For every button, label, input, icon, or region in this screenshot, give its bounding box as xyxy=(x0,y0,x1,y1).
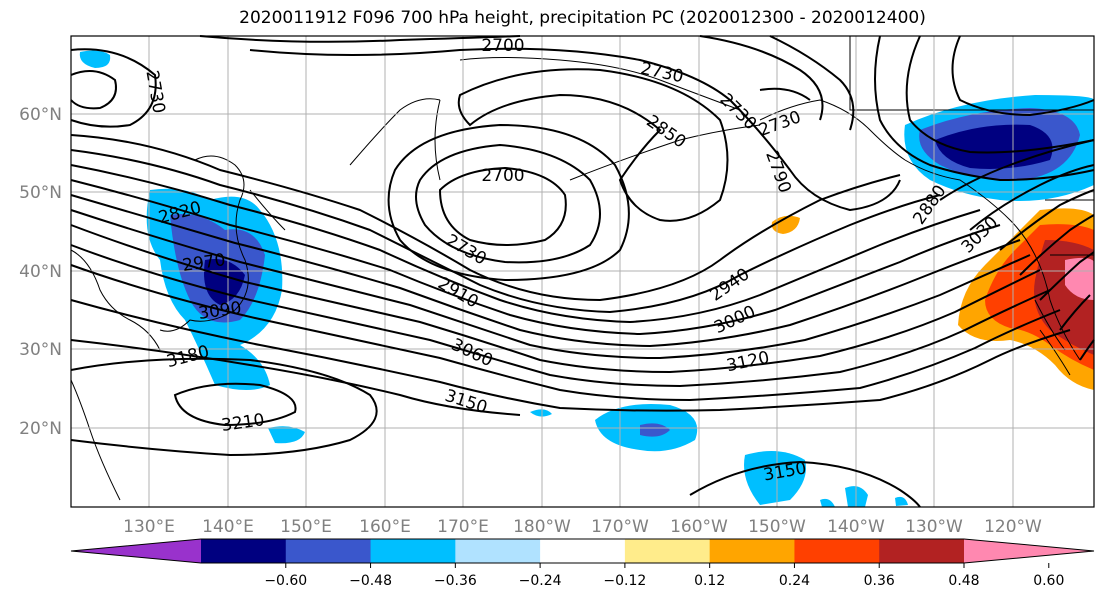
longitude-label: 150°E xyxy=(280,517,332,537)
colorbar-tick-label: −0.24 xyxy=(519,573,562,589)
longitude-labels: 130°E 140°E 150°E 160°E 170°E 180°W 170°W 160°W… xyxy=(123,517,1042,537)
longitude-label: 140°E xyxy=(202,517,254,537)
colorbar-tick-label: 0.48 xyxy=(948,573,979,589)
colorbar-swatch xyxy=(370,539,456,563)
longitude-label: 130°W xyxy=(905,517,963,537)
colorbar-swatch xyxy=(201,539,287,563)
colorbar-tick-label: 0.36 xyxy=(864,573,895,589)
colorbar-swatch xyxy=(455,539,541,563)
longitude-label: 150°W xyxy=(748,517,806,537)
colorbar-tick-label: −0.48 xyxy=(349,573,392,589)
longitude-label: 160°W xyxy=(670,517,728,537)
colorbar-swatch xyxy=(624,539,711,563)
colorbar-tick-label: 0.12 xyxy=(694,573,725,589)
colorbar: −0.60 −0.48 −0.36 −0.24 −0.12 0.12 0.24 0.36 0.4… xyxy=(70,538,1095,589)
latitude-label: 50°N xyxy=(19,183,62,203)
colorbar-extend-low xyxy=(71,539,201,563)
longitude-label: 180°W xyxy=(513,517,571,537)
colorbar-extend-high xyxy=(964,539,1094,563)
contour-label: 2700 xyxy=(481,36,524,56)
map-title: 2020011912 F096 700 hPa height, precipit… xyxy=(239,8,926,28)
longitude-label: 170°E xyxy=(437,517,489,537)
map-frame xyxy=(70,35,1095,508)
colorbar-swatch xyxy=(285,539,372,563)
latitude-label: 20°N xyxy=(19,419,62,439)
precipitation-shading xyxy=(79,50,1094,507)
latitude-label: 40°N xyxy=(19,262,62,282)
contour-label: 2700 xyxy=(481,166,524,186)
latitude-label: 60°N xyxy=(19,105,62,125)
longitude-label: 140°W xyxy=(827,517,885,537)
latitude-labels: 60°N 50°N 40°N 30°N 20°N xyxy=(19,105,62,439)
colorbar-tick-label: −0.12 xyxy=(603,573,646,589)
height-contours xyxy=(70,35,1095,508)
colorbar-tick-label: −0.60 xyxy=(264,573,307,589)
colorbar-swatch xyxy=(709,539,795,563)
colorbar-tick-label: −0.36 xyxy=(434,573,477,589)
coastlines xyxy=(70,36,1094,501)
colorbar-tick-label: 0.24 xyxy=(779,573,810,589)
colorbar-swatch xyxy=(540,539,626,563)
colorbar-swatch xyxy=(794,539,880,563)
longitude-label: 120°W xyxy=(984,517,1042,537)
colorbar-outline xyxy=(70,538,1095,564)
colorbar-tick-label: 0.60 xyxy=(1033,573,1064,589)
longitude-label: 160°E xyxy=(359,517,411,537)
latitude-label: 30°N xyxy=(19,340,62,360)
colorbar-swatch xyxy=(879,539,965,563)
longitude-label: 170°W xyxy=(591,517,649,537)
longitude-label: 130°E xyxy=(123,517,175,537)
